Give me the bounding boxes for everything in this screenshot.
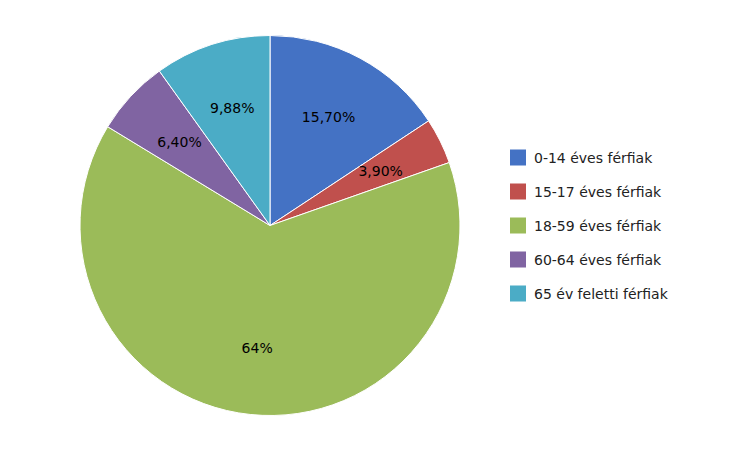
legend-label: 18-59 éves férfiak	[534, 218, 662, 234]
background	[0, 0, 753, 451]
legend-swatch	[510, 252, 526, 268]
legend-swatch	[510, 286, 526, 302]
data-label: 6,40%	[157, 134, 201, 150]
legend-label: 60-64 éves férfiak	[534, 252, 662, 268]
legend-swatch	[510, 150, 526, 166]
legend-label: 15-17 éves férfiak	[534, 184, 662, 200]
legend-label: 65 év feletti férfiak	[534, 286, 669, 302]
chart: 15,70% 3,90% 64% 6,40% 9,88% 0-14 éves férfia…	[0, 0, 753, 451]
data-label: 15,70%	[302, 109, 355, 125]
legend-label: 0-14 éves férfiak	[534, 150, 653, 166]
pie-slice	[159, 36, 270, 226]
slices	[80, 36, 460, 416]
legend: 0-14 éves férfiak 15-17 éves férfiak 18-59…	[510, 150, 669, 302]
legend-swatch	[510, 218, 526, 234]
data-label: 3,90%	[358, 163, 402, 179]
data-label: 9,88%	[210, 100, 254, 116]
legend-swatch	[510, 184, 526, 200]
data-labels: 15,70% 3,90% 64% 6,40% 9,88%	[157, 100, 403, 356]
chart-container: 15,70% 3,90% 64% 6,40% 9,88% 0-14 éves férfia…	[0, 0, 753, 451]
data-label: 64%	[242, 340, 273, 356]
